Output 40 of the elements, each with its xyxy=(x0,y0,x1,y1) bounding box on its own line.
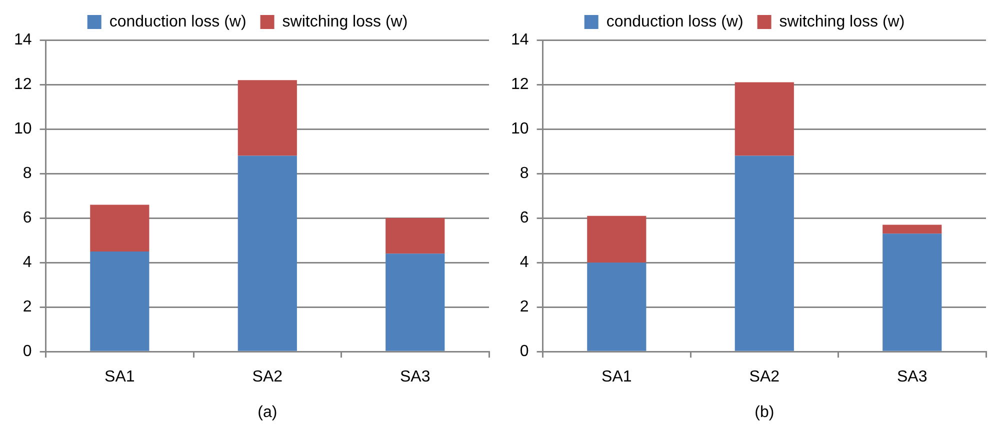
y-tick-label: 0 xyxy=(520,343,529,360)
x-axis-title: (b) xyxy=(754,404,774,421)
bar xyxy=(882,224,942,234)
y-tick-label: 8 xyxy=(22,164,32,182)
y-tick-label: 14 xyxy=(511,31,529,48)
bar xyxy=(90,251,150,351)
bar xyxy=(734,82,794,156)
x-tick-label: SA1 xyxy=(104,368,135,386)
bar xyxy=(587,216,646,263)
bar xyxy=(90,204,150,252)
y-tick-label: 12 xyxy=(511,76,529,93)
y-tick-label: 0 xyxy=(22,343,32,360)
bar xyxy=(734,156,794,351)
y-tick-label: 6 xyxy=(22,209,32,226)
bar xyxy=(587,262,646,351)
x-tick-label: SA3 xyxy=(897,368,928,386)
y-tick-label: 8 xyxy=(520,164,529,182)
bar xyxy=(882,234,942,351)
x-tick-label: SA2 xyxy=(749,368,780,386)
bar xyxy=(386,254,445,351)
y-tick-label: 2 xyxy=(520,298,529,316)
legend-label: conduction loss (w) xyxy=(109,13,246,30)
y-tick-label: 4 xyxy=(520,254,529,271)
y-tick-label: 10 xyxy=(14,120,32,138)
x-tick-label: SA2 xyxy=(252,368,283,386)
bar xyxy=(386,218,445,254)
x-tick-label: SA1 xyxy=(602,368,632,386)
legend-label: switching loss (w) xyxy=(282,13,408,30)
y-tick-label: 4 xyxy=(22,254,32,271)
y-tick-label: 14 xyxy=(14,31,32,48)
legend-label: conduction loss (w) xyxy=(606,13,744,30)
y-tick-label: 2 xyxy=(22,298,32,316)
bar xyxy=(238,156,297,351)
x-tick-label: SA3 xyxy=(400,368,430,386)
y-tick-label: 12 xyxy=(14,76,32,93)
y-tick-label: 10 xyxy=(511,120,529,138)
x-axis-title: (a) xyxy=(258,404,278,421)
legend-label: switching loss (w) xyxy=(779,13,905,30)
y-tick-label: 6 xyxy=(520,209,529,226)
bar xyxy=(238,80,297,156)
